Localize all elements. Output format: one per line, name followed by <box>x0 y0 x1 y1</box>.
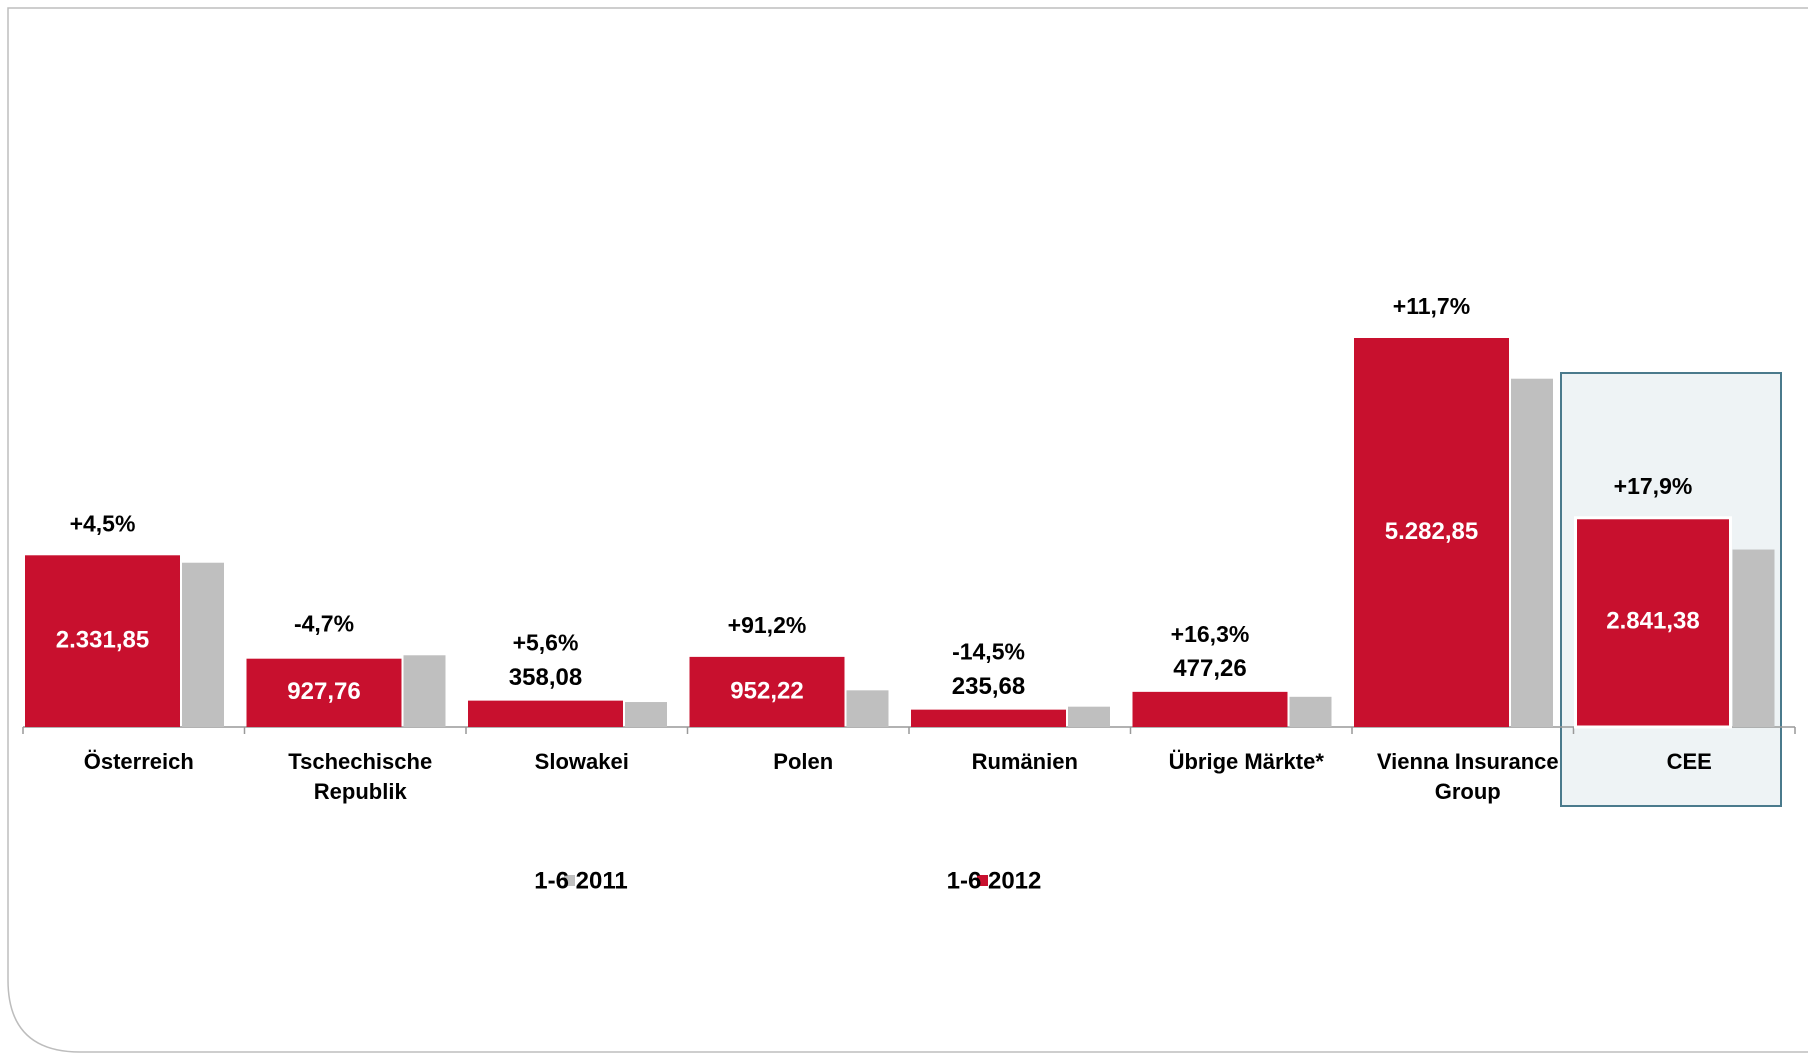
x-tick-label: Slowakei <box>534 749 629 774</box>
legend-swatch <box>977 875 988 886</box>
x-tick-label: Rumänien <box>971 749 1078 774</box>
growth-label: +5,6% <box>513 630 579 656</box>
bar <box>1511 378 1553 727</box>
growth-label: +11,7% <box>1393 293 1470 319</box>
frame <box>7 7 1808 1053</box>
legend-label: 1-6 2011 <box>534 867 627 894</box>
bar <box>25 555 180 727</box>
bar <box>246 658 402 727</box>
x-tick-label: CEE <box>1666 749 1712 774</box>
growth-label: +16,3% <box>1171 621 1250 647</box>
bar <box>625 702 667 727</box>
x-tick-label: Polen <box>773 749 834 774</box>
growth-label: +17,9% <box>1614 473 1693 499</box>
legend-swatch <box>564 875 575 886</box>
bar <box>1732 549 1775 727</box>
x-tick-label: Tschechische Republik <box>288 749 433 804</box>
bar <box>1289 696 1332 727</box>
x-tick-label: Übrige Märkte* <box>1168 749 1324 774</box>
growth-label: +4,5% <box>70 510 136 536</box>
bar <box>1354 338 1509 727</box>
bar <box>689 656 845 727</box>
x-tick-label: Österreich <box>83 749 194 774</box>
bar <box>468 700 623 727</box>
growth-label: +91,2% <box>728 612 807 638</box>
value-label: 477,26 <box>1173 655 1246 682</box>
growth-label: -14,5% <box>952 639 1025 665</box>
value-label: 2.331,85 <box>56 626 149 653</box>
bar <box>1574 516 1732 729</box>
growth-label: -4,7% <box>294 610 354 636</box>
legend-label: 1-6 2012 <box>947 867 1042 894</box>
bar <box>1132 691 1288 727</box>
bar <box>846 690 889 727</box>
value-label: 2.841,38 <box>1606 608 1699 635</box>
x-tick-label: Vienna Insurance Group <box>1376 749 1559 804</box>
value-label: 952,22 <box>730 677 803 704</box>
value-label: 927,76 <box>287 678 360 705</box>
value-label: 5.282,85 <box>1385 518 1478 545</box>
bar <box>403 655 446 727</box>
bar <box>1068 706 1110 727</box>
bar <box>182 562 224 727</box>
value-label: 358,08 <box>509 664 582 691</box>
bar <box>911 709 1066 727</box>
value-label: 235,68 <box>952 673 1025 700</box>
